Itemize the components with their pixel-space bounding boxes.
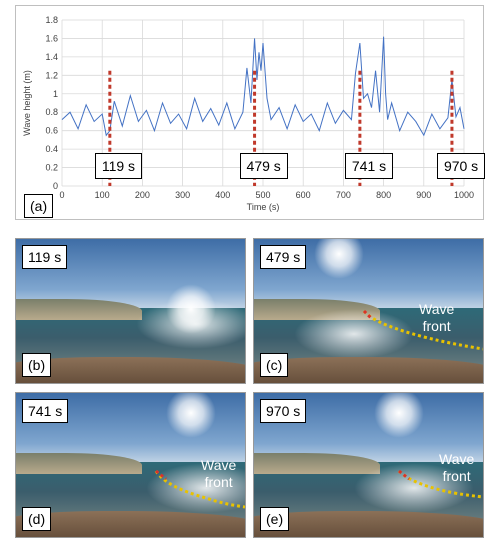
photo-letter-label: (d) bbox=[22, 507, 52, 531]
photo-time-label: 479 s bbox=[260, 245, 307, 269]
photo-time-label: 970 s bbox=[260, 399, 307, 423]
wave-height-chart: 0 100 200 300 400 500 600 700 800 900 1000 0 0.2 0.4 0… bbox=[22, 15, 474, 212]
photo-panel-e: Wave front 970 s (e) bbox=[253, 392, 484, 538]
wave-front-label: Wave front bbox=[201, 457, 237, 490]
wave-front-label: Wave front bbox=[439, 451, 475, 484]
time-marker-callout: 741 s bbox=[344, 153, 394, 179]
y-tick-label: 1.8 bbox=[45, 15, 58, 25]
wave-front-line bbox=[154, 469, 245, 509]
photo-panel-d: Wave front 741 s (d) bbox=[15, 392, 246, 538]
y-tick-label: 0.4 bbox=[45, 144, 58, 154]
x-tick-label: 200 bbox=[135, 190, 150, 200]
y-tick-label: 1.6 bbox=[45, 33, 58, 43]
photo-letter-label: (e) bbox=[260, 507, 290, 531]
x-tick-label: 300 bbox=[175, 190, 190, 200]
wave-front-line bbox=[362, 309, 483, 351]
photo-letter-label: (b) bbox=[22, 353, 52, 377]
time-marker-callout: 119 s bbox=[94, 153, 143, 179]
x-tick-label: 700 bbox=[336, 190, 351, 200]
y-axis-title: Wave height (m) bbox=[22, 70, 32, 136]
y-tick-label: 0.6 bbox=[45, 126, 58, 136]
time-marker-callout: 479 s bbox=[239, 153, 288, 179]
time-marker-callout: 970 s bbox=[436, 153, 486, 179]
wave-height-series-line bbox=[61, 36, 465, 137]
x-tick-label: 600 bbox=[296, 190, 311, 200]
photo-letter-label: (c) bbox=[260, 353, 289, 377]
x-axis-title: Time (s) bbox=[247, 202, 280, 212]
wave-front-line bbox=[397, 469, 483, 499]
chart-panel-label: (a) bbox=[24, 194, 54, 218]
x-tick-label: 100 bbox=[95, 190, 110, 200]
x-tick-label: 1000 bbox=[454, 190, 474, 200]
x-tick-label: 800 bbox=[376, 190, 391, 200]
wave-height-chart-panel: 0 100 200 300 400 500 600 700 800 900 1000 0 0.2 0.4 0… bbox=[15, 5, 484, 220]
y-tick-label: 1.2 bbox=[45, 70, 58, 80]
y-tick-label: 0.8 bbox=[45, 107, 58, 117]
photo-time-label: 741 s bbox=[22, 399, 69, 423]
photo-time-label: 119 s bbox=[22, 245, 68, 269]
photo-panel-c: Wave front 479 s (c) bbox=[253, 238, 484, 384]
y-tick-label: 1 bbox=[53, 89, 58, 99]
x-tick-label: 400 bbox=[215, 190, 230, 200]
x-tick-label: 0 bbox=[59, 190, 64, 200]
wave-front-label: Wave front bbox=[419, 301, 455, 334]
x-tick-label: 900 bbox=[416, 190, 431, 200]
y-tick-label: 1.4 bbox=[45, 52, 58, 62]
y-tick-label: 0 bbox=[53, 181, 58, 191]
y-tick-label: 0.2 bbox=[45, 163, 58, 173]
photo-panel-b: 119 s (b) bbox=[15, 238, 246, 384]
x-tick-label: 500 bbox=[255, 190, 270, 200]
